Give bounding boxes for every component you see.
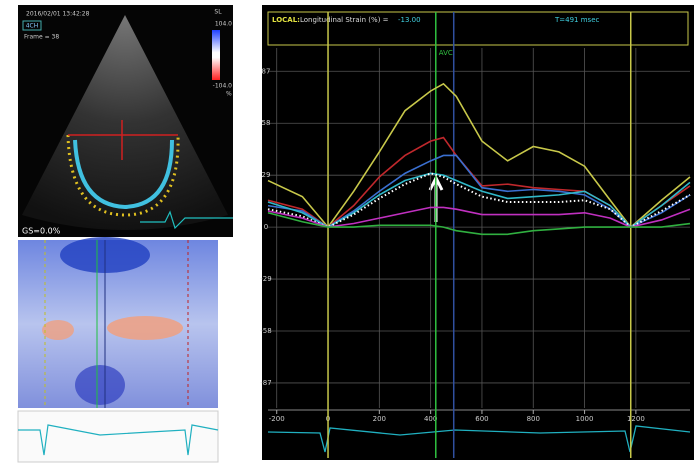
- global-strain: GS=0.0%: [22, 227, 61, 236]
- map-blob: [75, 365, 125, 405]
- y-tick-label: -87: [260, 379, 271, 387]
- x-tick-label: 1200: [627, 415, 645, 423]
- screen: 2016/02/01 13:42:28 4CH Frame = 38 SL 10…: [0, 0, 696, 465]
- y-tick-label: -29: [260, 275, 271, 283]
- x-tick-label: 1000: [576, 415, 594, 423]
- x-tick-label: 200: [373, 415, 386, 423]
- map-blob: [107, 316, 183, 340]
- scale-max: 104.0: [215, 21, 232, 28]
- timestamp: 2016/02/01 13:42:28: [26, 11, 90, 18]
- y-tick-label: 87: [262, 67, 271, 75]
- y-tick-label: -58: [260, 327, 271, 335]
- y-tick-label: 29: [262, 171, 271, 179]
- header-time: T=491 msec: [554, 16, 599, 24]
- scale-name: SL: [214, 9, 222, 16]
- map-blob: [42, 320, 74, 340]
- x-tick-label: -200: [269, 415, 285, 423]
- view-label: 4CH: [26, 23, 39, 30]
- y-tick-label: 0: [264, 223, 268, 231]
- x-tick-label: 600: [475, 415, 488, 423]
- header-mode: LOCAL:: [272, 16, 300, 24]
- frame-label: Frame = 38: [24, 34, 59, 41]
- scale-unit: %: [226, 91, 232, 98]
- color-bar: [212, 30, 220, 80]
- event-label: AVC: [439, 49, 453, 57]
- header-value: -13.00: [398, 16, 421, 24]
- x-tick-label: 800: [527, 415, 540, 423]
- y-tick-label: 58: [262, 119, 271, 127]
- chart-panel: [262, 5, 694, 460]
- page: 2016/02/01 13:42:28 4CH Frame = 38 SL 10…: [0, 0, 696, 469]
- header-label: Longitudinal Strain (%) =: [300, 16, 389, 24]
- scale-min: -104.0: [213, 83, 233, 90]
